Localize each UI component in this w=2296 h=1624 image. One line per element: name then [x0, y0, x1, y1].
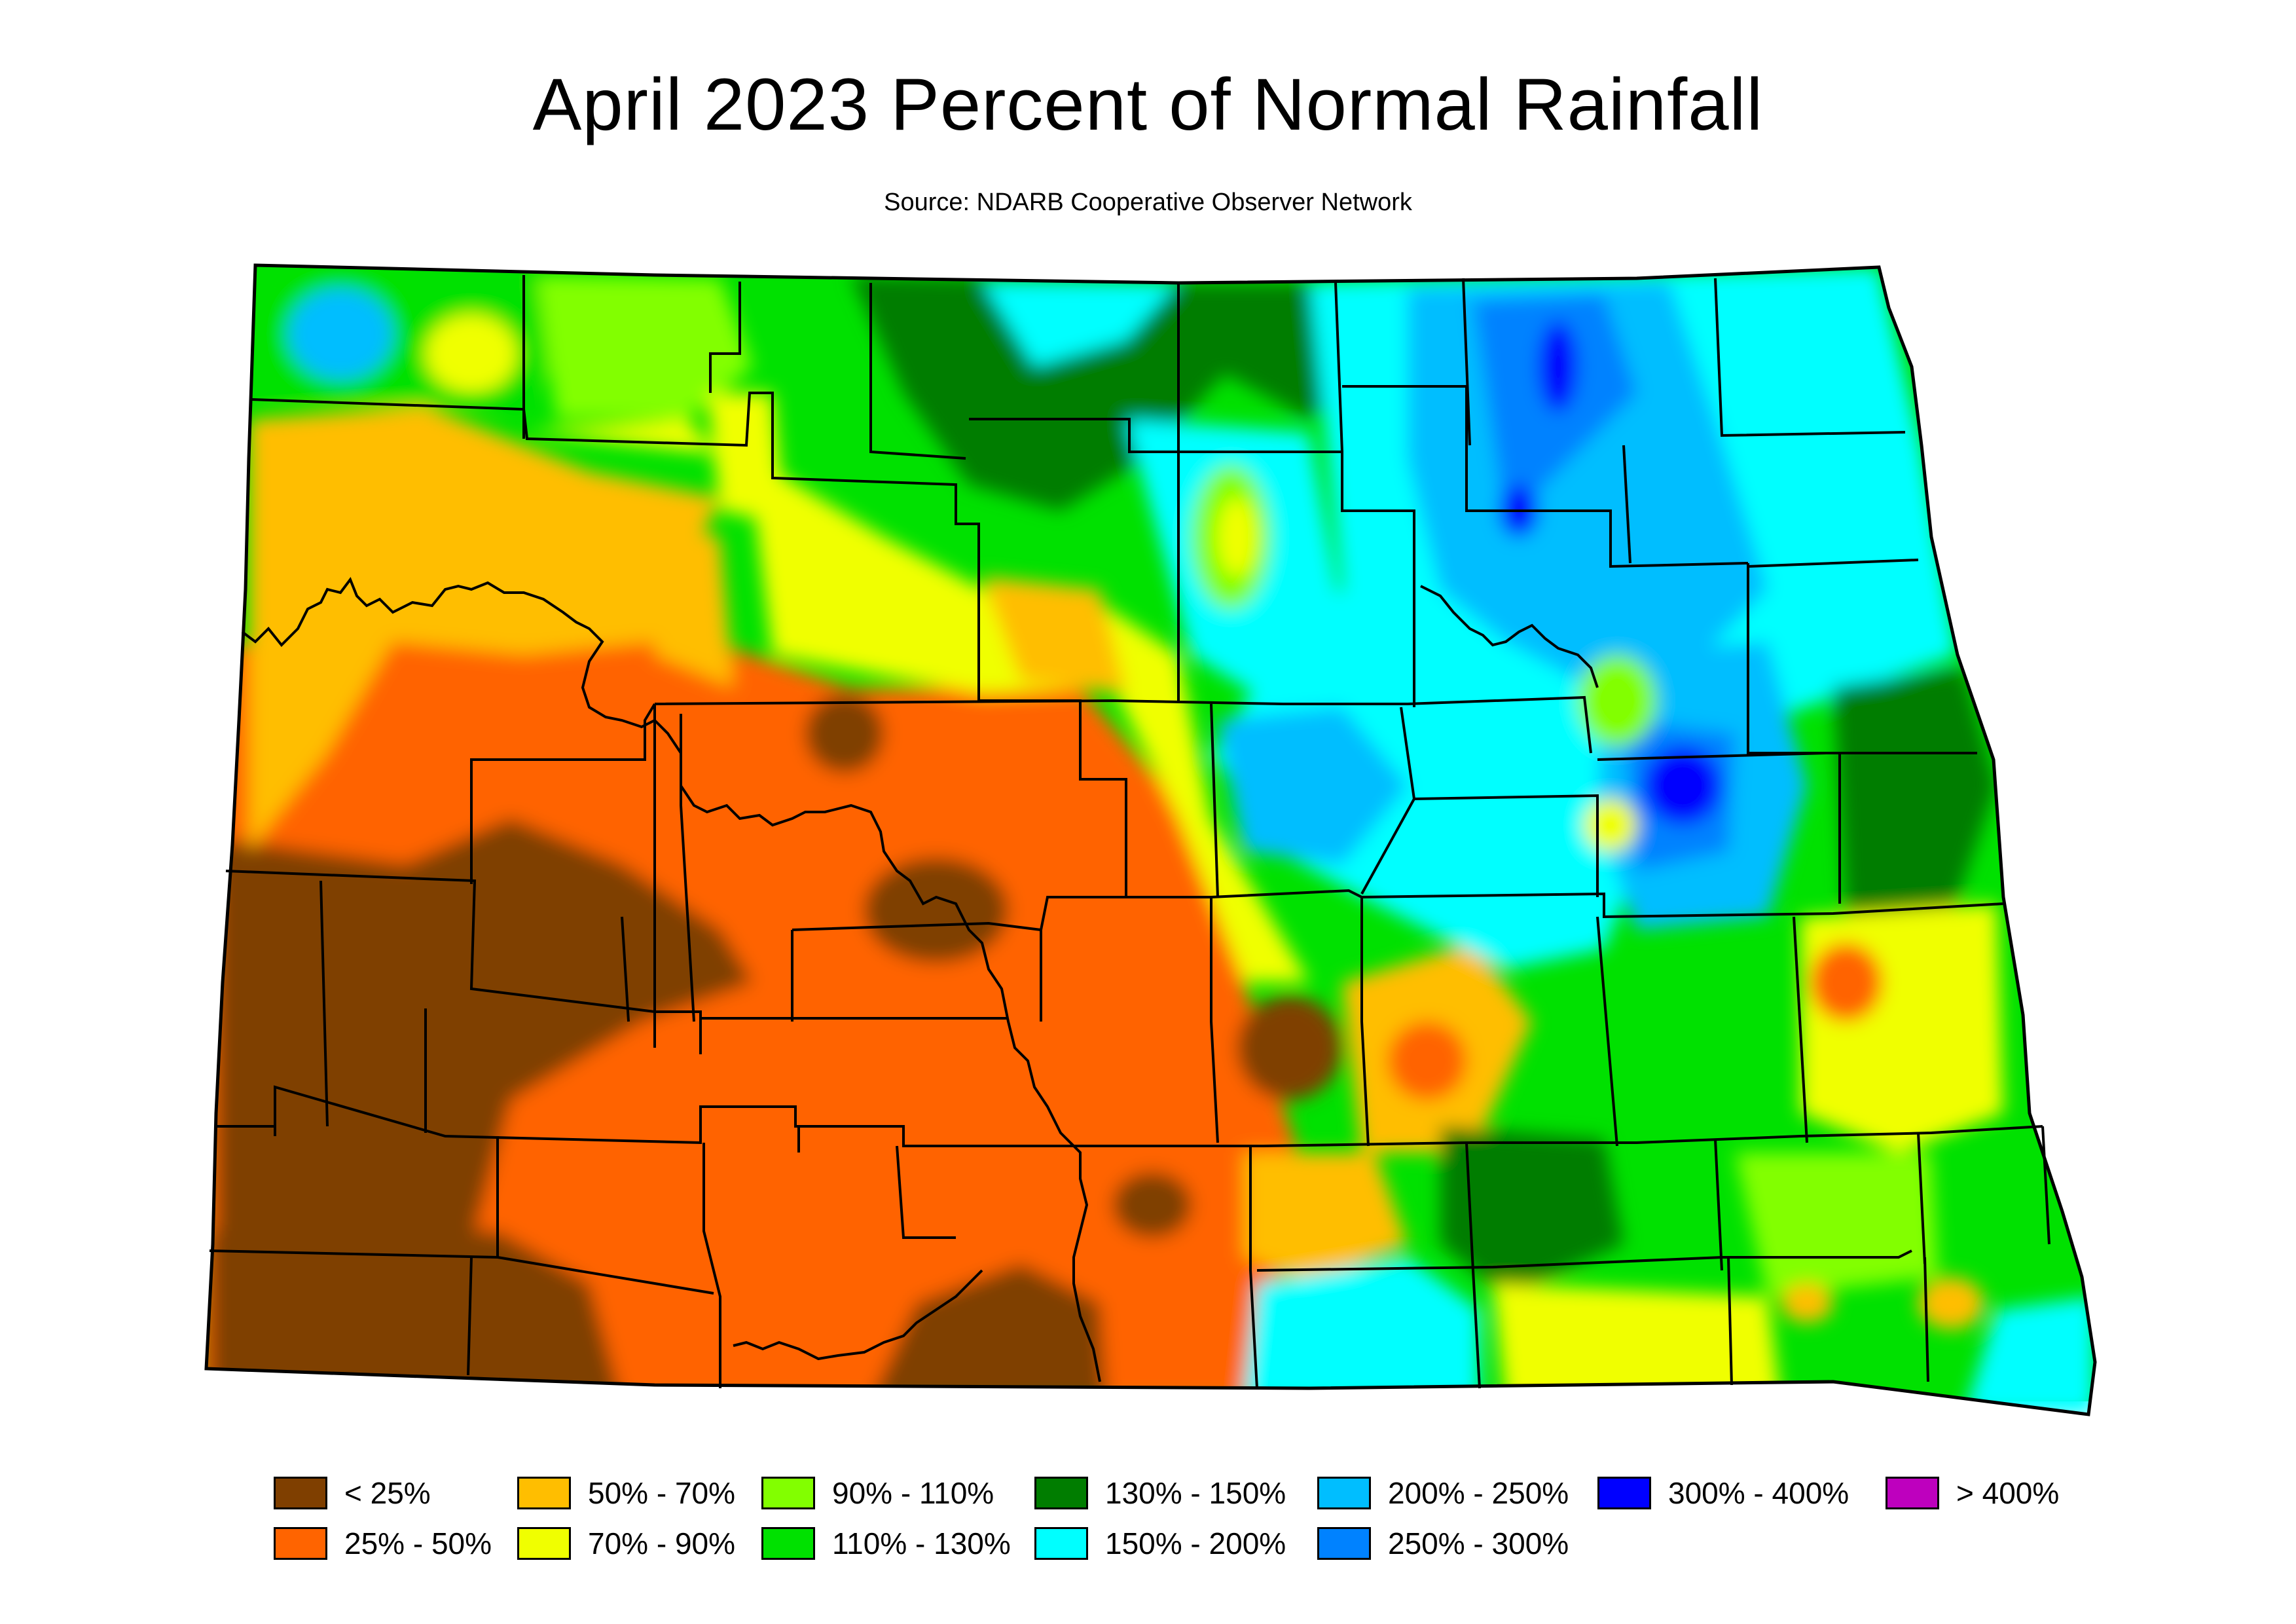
legend-label: 300% - 400%	[1668, 1476, 1850, 1510]
legend-swatch	[517, 1527, 571, 1560]
legend-item: 200% - 250%	[1317, 1475, 1569, 1511]
legend-swatch	[761, 1527, 815, 1560]
legend-label: > 400%	[1956, 1476, 2060, 1510]
legend-item: < 25%	[274, 1475, 431, 1511]
county-boundaries	[209, 275, 2050, 1389]
legend-item: 300% - 400%	[1597, 1475, 1849, 1511]
legend-swatch	[1317, 1527, 1371, 1560]
legend-swatch	[1034, 1477, 1088, 1509]
map-source: Source: NDARB Cooperative Observer Netwo…	[884, 189, 1412, 216]
legend-label: 250% - 300%	[1388, 1526, 1569, 1560]
state-outline	[204, 263, 2097, 1416]
legend-label: 90% - 110%	[832, 1476, 994, 1510]
rainfall-surface	[206, 265, 2095, 1414]
legend-label: 25% - 50%	[344, 1526, 492, 1560]
legend-swatch	[1597, 1477, 1651, 1509]
legend-item: 90% - 110%	[761, 1475, 994, 1511]
legend-swatch	[1034, 1527, 1088, 1560]
legend-item: 250% - 300%	[1317, 1526, 1569, 1561]
legend-item: 110% - 130%	[761, 1526, 1011, 1561]
legend-item: 70% - 90%	[517, 1526, 735, 1561]
map-title: April 2023 Percent of Normal Rainfall	[532, 64, 1764, 145]
legend-swatch	[761, 1477, 815, 1509]
legend-swatch	[1317, 1477, 1371, 1509]
legend-label: 200% - 250%	[1388, 1476, 1569, 1510]
reservation-boundaries	[241, 576, 1599, 1382]
legend-swatch	[1886, 1477, 1939, 1509]
legend-item: 150% - 200%	[1034, 1526, 1286, 1561]
legend-label: 150% - 200%	[1105, 1526, 1286, 1560]
legend-label: 50% - 70%	[588, 1476, 736, 1510]
legend-swatch	[517, 1477, 571, 1509]
legend-label: 70% - 90%	[588, 1526, 736, 1560]
legend-swatch	[274, 1477, 327, 1509]
legend-item: 25% - 50%	[274, 1526, 492, 1561]
legend-label: 130% - 150%	[1105, 1476, 1286, 1510]
legend-item: > 400%	[1886, 1475, 2059, 1511]
legend-swatch	[274, 1527, 327, 1560]
legend-item: 50% - 70%	[517, 1475, 735, 1511]
legend-label: 110% - 130%	[832, 1526, 1011, 1560]
legend-label: < 25%	[344, 1476, 431, 1510]
legend-item: 130% - 150%	[1034, 1475, 1286, 1511]
